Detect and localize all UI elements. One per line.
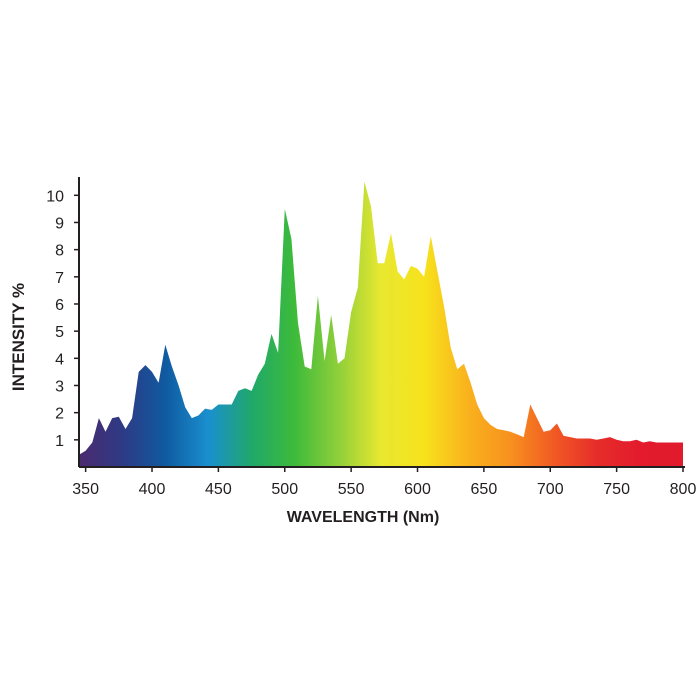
plot-area — [79, 181, 683, 467]
y-tick-label: 9 — [55, 215, 64, 232]
x-tick-label: 350 — [72, 481, 99, 498]
y-tick-label: 7 — [55, 270, 64, 287]
x-tick-label: 600 — [404, 481, 431, 498]
spectrum-area — [79, 181, 683, 467]
y-tick-label: 2 — [55, 406, 64, 423]
x-tick-label: 550 — [338, 481, 365, 498]
y-tick-label: 1 — [55, 433, 64, 450]
y-tick-label: 6 — [55, 297, 64, 314]
axes — [78, 177, 685, 468]
y-tick-label: 4 — [55, 351, 64, 368]
x-tick-label: 700 — [537, 481, 564, 498]
y-axis-title: INTENSITY % — [9, 283, 28, 391]
y-tick-label: 3 — [55, 378, 64, 395]
y-axis-ticks: 1 2 3 4 5 6 7 8 9 10 — [46, 188, 79, 450]
x-axis-title: WAVELENGTH (Nm) — [287, 509, 440, 526]
y-tick-label: 10 — [46, 188, 64, 205]
y-tick-label: 5 — [55, 324, 64, 341]
y-tick-label: 8 — [55, 243, 64, 260]
x-tick-label: 750 — [603, 481, 630, 498]
x-tick-label: 800 — [670, 481, 697, 498]
x-tick-label: 450 — [205, 481, 232, 498]
x-tick-label: 650 — [471, 481, 498, 498]
x-tick-label: 400 — [139, 481, 166, 498]
x-axis-ticks: 350 400 450 500 550 600 650 700 750 800 — [72, 467, 696, 498]
x-tick-label: 500 — [271, 481, 298, 498]
